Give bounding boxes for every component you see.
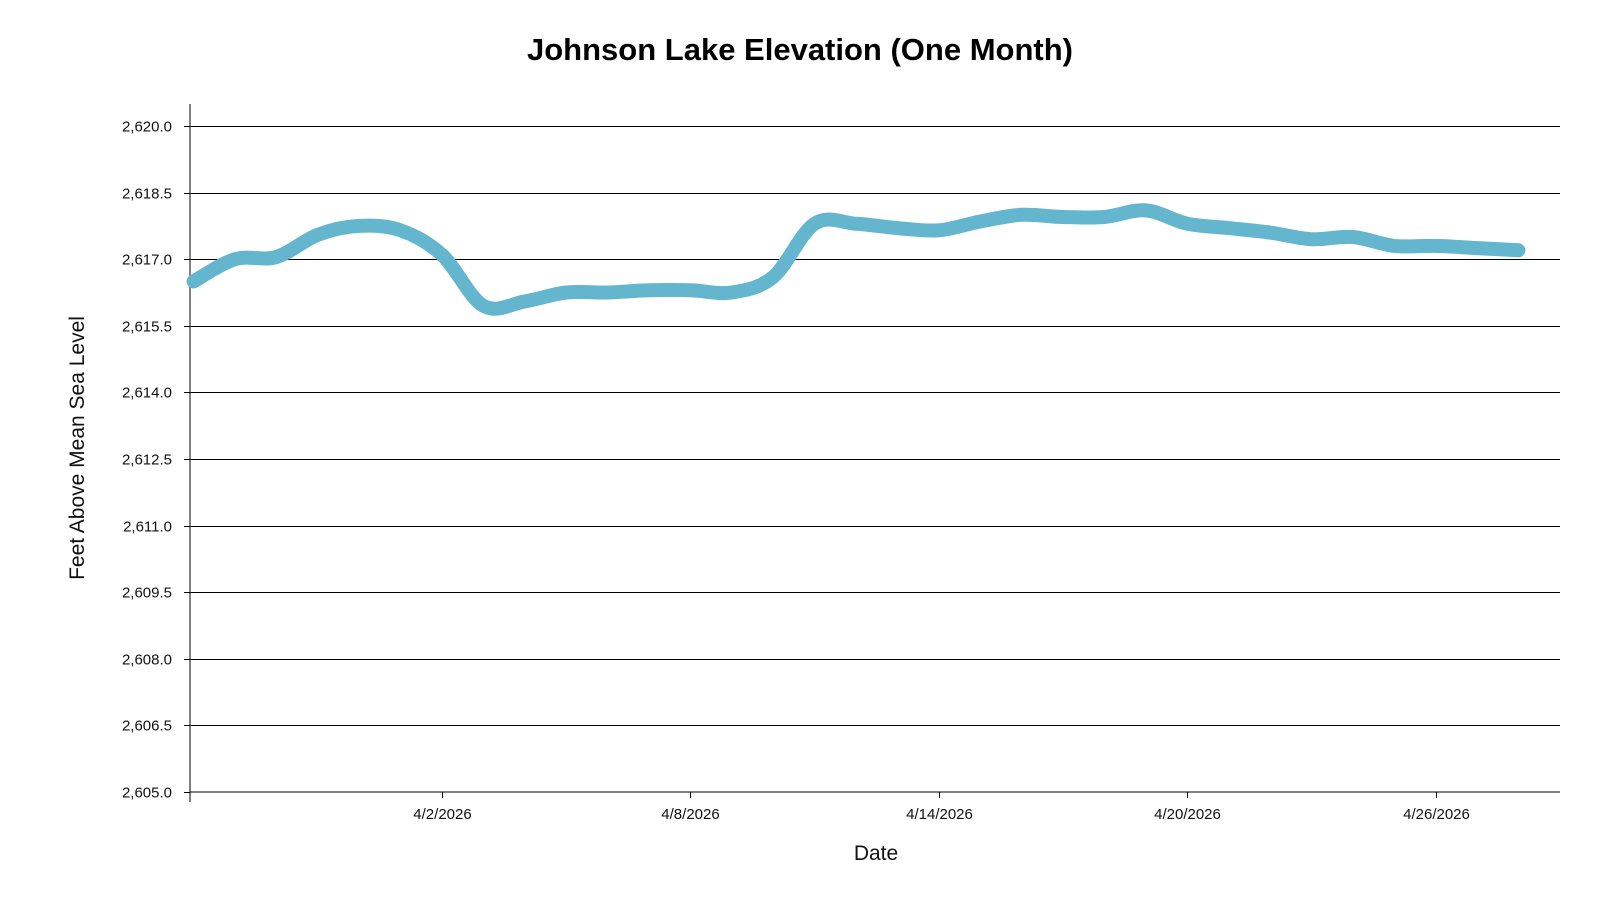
y-tick-label: 2,618.5 xyxy=(122,186,172,203)
y-tick-label: 2,608.0 xyxy=(122,652,172,669)
y-tick-label: 2,617.0 xyxy=(122,252,172,269)
y-tick-label: 2,609.5 xyxy=(122,585,172,602)
x-axis-ticks: 4/2/2026 4/8/2026 4/14/2026 4/20/2026 4/26/2… xyxy=(189,792,1470,823)
x-axis-label: Date xyxy=(854,842,898,865)
y-tick-label: 2,605.0 xyxy=(122,785,172,802)
y-tick-label: 2,615.5 xyxy=(122,319,172,336)
y-axis-label: Feet Above Mean Sea Level xyxy=(66,316,89,580)
y-axis-ticks: 2,605.0 2,606.5 2,608.0 2,609.5 2,611.0 2,612… xyxy=(122,119,190,802)
grid-lines xyxy=(190,126,1560,726)
x-tick-label: 4/20/2026 xyxy=(1154,806,1221,823)
x-tick-label: 4/26/2026 xyxy=(1403,806,1470,823)
y-tick-label: 2,620.0 xyxy=(122,119,172,136)
series-layer xyxy=(186,203,1526,316)
y-tick-label: 2,612.5 xyxy=(122,452,172,469)
y-tick-label: 2,606.5 xyxy=(122,718,172,735)
x-tick-label: 4/2/2026 xyxy=(413,806,471,823)
x-tick-label: 4/14/2026 xyxy=(906,806,973,823)
series-line-elevation xyxy=(186,203,1526,316)
chart-title: Johnson Lake Elevation (One Month) xyxy=(527,32,1073,67)
y-tick-label: 2,611.0 xyxy=(123,519,172,536)
x-tick-label: 4/8/2026 xyxy=(661,806,719,823)
y-tick-label: 2,614.0 xyxy=(122,385,172,402)
